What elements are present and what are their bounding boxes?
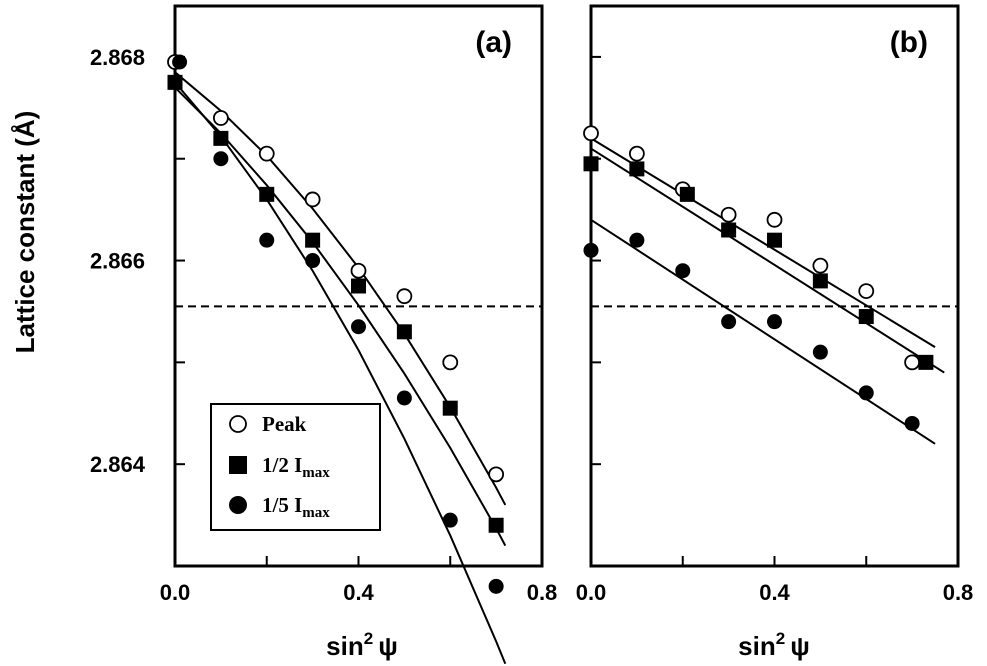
point-half-imax-b xyxy=(721,222,737,238)
point-peak-b xyxy=(858,283,875,299)
point-half-imax-a xyxy=(305,232,321,248)
legend-label-1: 1/2 Imax xyxy=(262,453,330,481)
point-peak-a xyxy=(350,262,367,279)
fit-line-a-2 xyxy=(174,81,507,665)
point-half-imax-a xyxy=(396,324,412,340)
fit-line-a-1 xyxy=(174,86,507,547)
point-peak-b xyxy=(904,354,921,371)
y-tick-label-a: 2.868 xyxy=(90,45,145,70)
point-half-imax-b xyxy=(629,161,645,177)
legend-marker-fifth-imax xyxy=(229,496,247,514)
point-fifth-imax-a xyxy=(351,319,366,335)
point-fifth-imax-a xyxy=(259,232,275,248)
point-fifth-imax-b xyxy=(675,263,691,279)
legend: Peak 1/2 Imax 1/5 Imax xyxy=(210,403,381,531)
panel-b: 0.0 0.4 0.8 (b) xyxy=(576,4,974,605)
point-peak-a xyxy=(212,110,229,126)
x-tick-label-a: 0.4 xyxy=(343,580,374,605)
point-peak-a xyxy=(442,354,459,371)
x-tick-label-b: 0.0 xyxy=(576,580,607,605)
point-fifth-imax-a xyxy=(172,54,188,70)
point-fifth-imax-a xyxy=(305,253,321,269)
point-fifth-imax-b xyxy=(858,385,874,401)
point-fifth-imax-b xyxy=(904,415,920,431)
point-fifth-imax-a xyxy=(396,390,412,406)
x-axis-title-a: sin2 ψ xyxy=(326,629,398,661)
x-axis-title-b: sin2 ψ xyxy=(738,629,810,661)
point-peak-b xyxy=(583,125,599,142)
point-half-imax-b xyxy=(858,309,874,325)
legend-label-0: Peak xyxy=(262,412,307,436)
panel-label-a: (a) xyxy=(475,26,512,59)
point-half-imax-b xyxy=(583,156,599,172)
point-peak-a xyxy=(304,191,321,208)
point-fifth-imax-b xyxy=(812,344,828,360)
fit-line-b-2 xyxy=(590,218,936,445)
point-half-imax-b xyxy=(679,186,695,202)
x-tick-label-a: 0.8 xyxy=(527,580,558,605)
panel-label-b: (b) xyxy=(890,26,928,59)
point-fifth-imax-b xyxy=(629,232,645,248)
panel-a: 0.0 0.4 0.8 2.868 2.866 2.864 (a) Peak 1/2 Imax 1… xyxy=(90,4,558,665)
point-half-imax-a xyxy=(442,400,458,416)
point-half-imax-a xyxy=(488,517,504,533)
legend-marker-peak xyxy=(229,415,247,433)
point-half-imax-b xyxy=(918,354,934,370)
y-tick-label-a: 2.866 xyxy=(90,249,145,274)
point-fifth-imax-b xyxy=(583,242,599,258)
point-fifth-imax-a xyxy=(488,578,504,594)
point-peak-a xyxy=(258,145,275,162)
point-half-imax-a xyxy=(351,278,366,294)
point-half-imax-a xyxy=(259,186,275,202)
legend-marker-half-imax xyxy=(229,456,247,474)
fit-line-b-0 xyxy=(590,137,936,348)
y-axis-title: Lattice constant (Å) xyxy=(10,111,40,354)
point-peak-b xyxy=(720,206,737,223)
point-fifth-imax-a xyxy=(442,512,458,528)
point-peak-b xyxy=(812,257,829,274)
legend-label-2: 1/5 Imax xyxy=(262,493,330,521)
fit-line-b-1 xyxy=(590,147,945,374)
x-tick-label-b: 0.4 xyxy=(759,580,790,605)
point-half-imax-b xyxy=(812,273,828,289)
point-peak-b xyxy=(766,211,783,228)
point-peak-b xyxy=(628,145,645,162)
y-tick-label-a: 2.864 xyxy=(90,452,146,477)
x-tick-label-b: 0.8 xyxy=(943,580,974,605)
point-peak-a xyxy=(396,288,413,305)
point-half-imax-b xyxy=(767,232,782,248)
point-fifth-imax-a xyxy=(213,151,229,167)
point-fifth-imax-b xyxy=(767,314,782,330)
plot-frame-b xyxy=(589,4,960,568)
x-tick-label-a: 0.0 xyxy=(160,580,191,605)
point-peak-a xyxy=(488,466,505,483)
point-fifth-imax-b xyxy=(721,314,737,330)
